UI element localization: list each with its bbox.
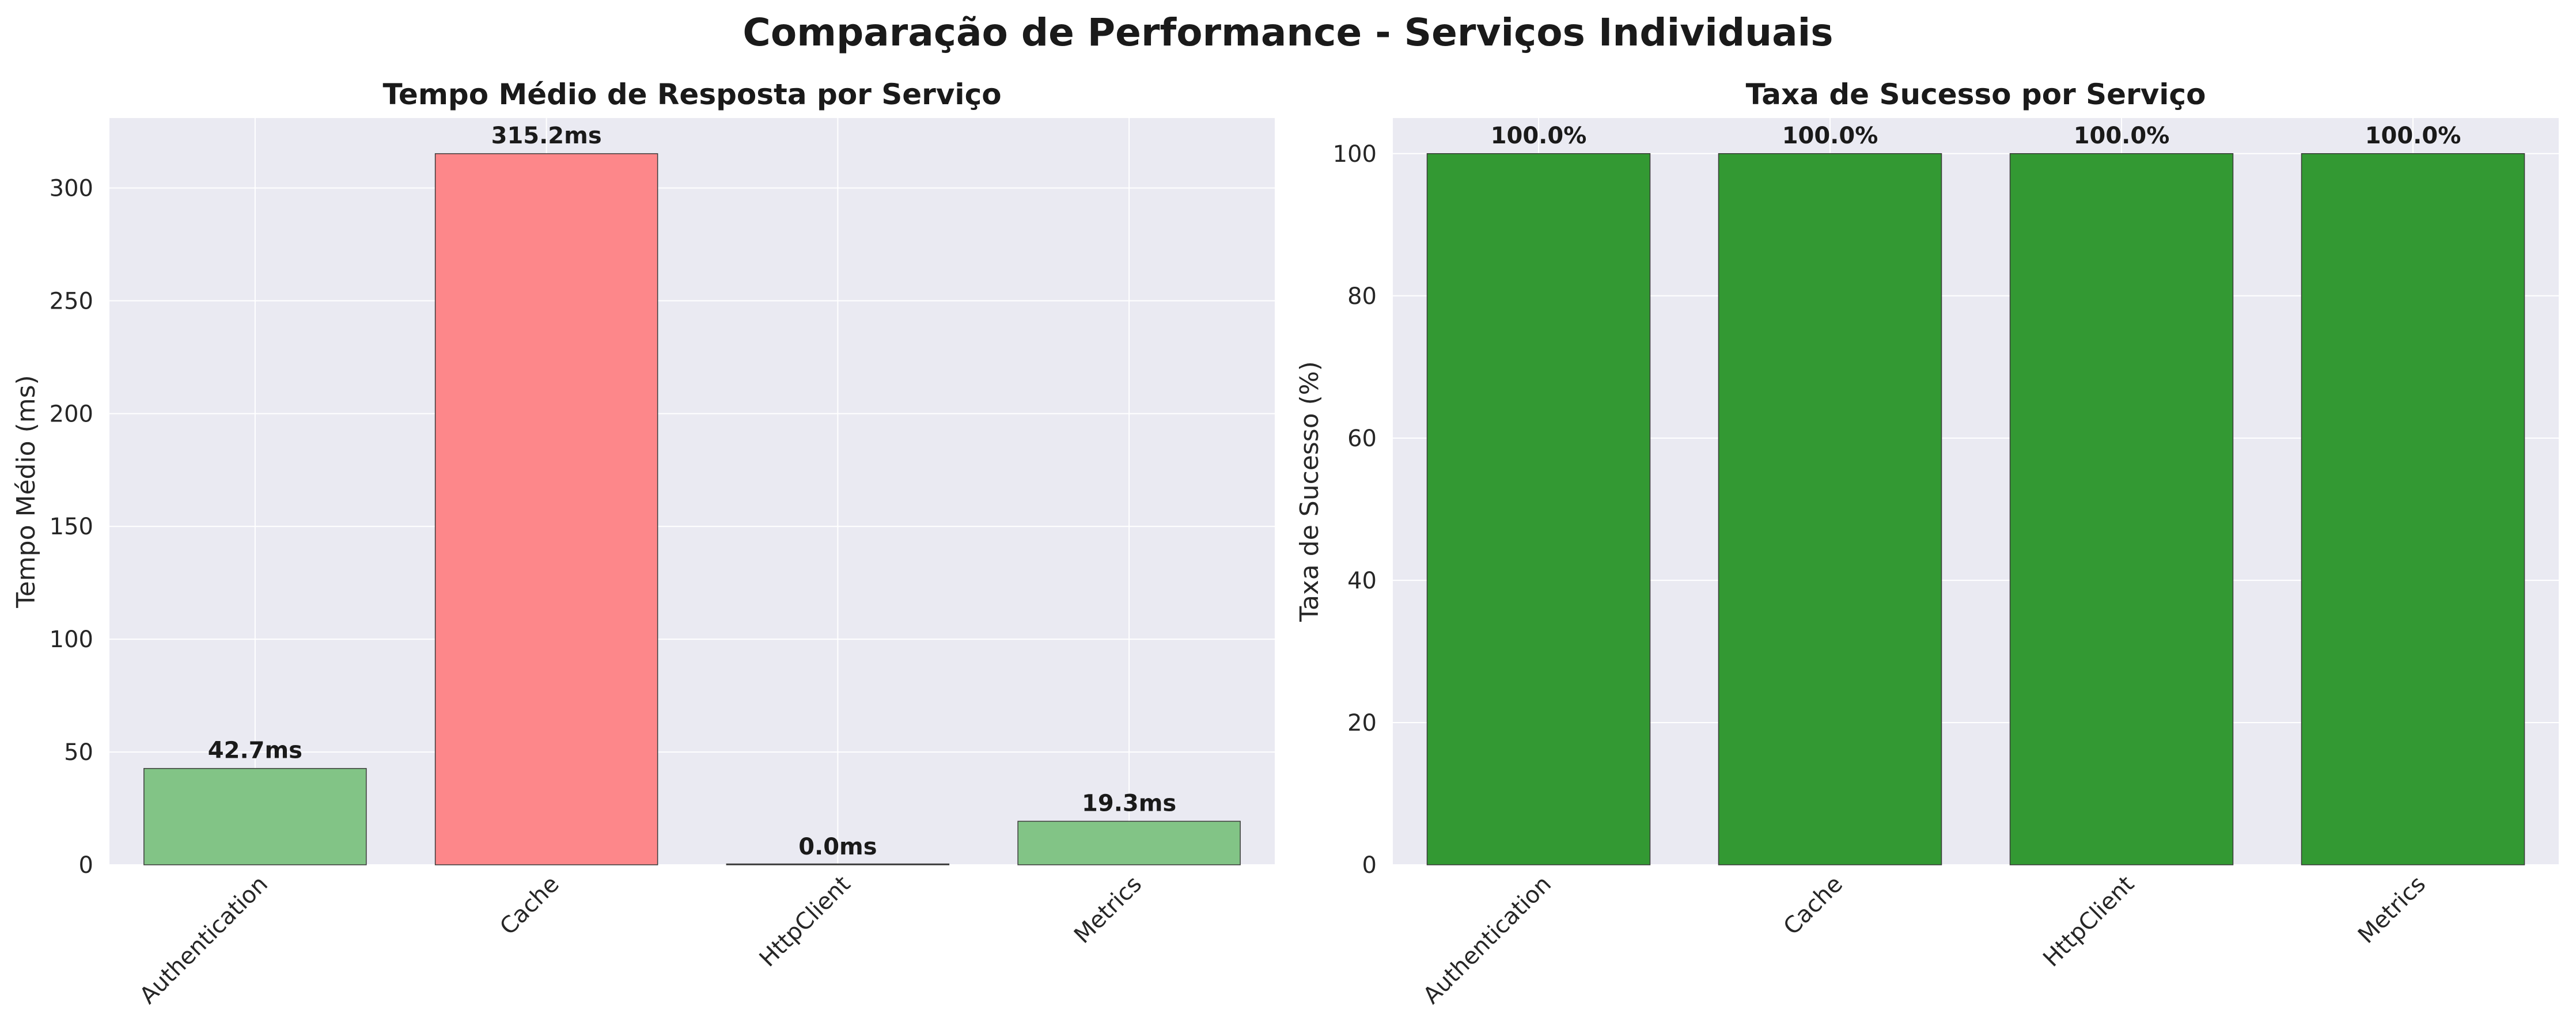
x-tick-label: Cache bbox=[1779, 871, 1848, 940]
bar-cache bbox=[1718, 153, 1942, 865]
data-label: 0.0ms bbox=[798, 834, 877, 860]
data-label: 100.0% bbox=[2365, 123, 2461, 149]
figure-title: Comparação de Performance - Serviços Ind… bbox=[743, 10, 1833, 55]
x-tick-label: Metrics bbox=[1069, 871, 1147, 949]
bar-authentication bbox=[143, 768, 367, 865]
x-tick-label: Cache bbox=[495, 871, 564, 940]
panel-title: Taxa de Sucesso por Serviço bbox=[1746, 78, 2206, 111]
x-tick-label: Authentication bbox=[135, 871, 273, 1009]
panel-2: 0 20 40 60 80 100 100.0% 100.0% 100.0% 100.0% Auth… bbox=[1295, 78, 2559, 1009]
x-tick-label: Metrics bbox=[2353, 871, 2431, 949]
y-axis-label: Taxa de Sucesso (%) bbox=[1295, 361, 1324, 622]
data-label: 19.3ms bbox=[1082, 790, 1176, 816]
y-tick-label: 40 bbox=[1347, 568, 1377, 594]
panel-title: Tempo Médio de Resposta por Serviço bbox=[382, 78, 1001, 111]
y-tick-label: 0 bbox=[1362, 852, 1377, 879]
data-label: 100.0% bbox=[2074, 123, 2170, 149]
bar-httpclient bbox=[726, 863, 950, 865]
data-label: 100.0% bbox=[1782, 123, 1878, 149]
y-tick-label: 100 bbox=[1333, 141, 1377, 168]
data-label: 315.2ms bbox=[491, 123, 602, 149]
bar-metrics bbox=[1017, 820, 1241, 865]
y-tick-label: 300 bbox=[50, 175, 93, 202]
bar-authentication bbox=[1426, 153, 1651, 865]
y-tick-label: 0 bbox=[79, 852, 93, 879]
y-axis-label: Tempo Médio (ms) bbox=[12, 375, 41, 608]
y-tick-label: 100 bbox=[50, 626, 93, 653]
y-tick-label: 60 bbox=[1347, 425, 1377, 452]
plot-area bbox=[109, 118, 1275, 865]
y-tick-label: 50 bbox=[64, 739, 93, 766]
bar-cache bbox=[434, 153, 658, 865]
y-tick-label: 250 bbox=[50, 288, 93, 314]
y-tick-label: 20 bbox=[1347, 710, 1377, 736]
y-tick-label: 150 bbox=[50, 514, 93, 540]
bar-metrics bbox=[2301, 153, 2525, 865]
x-tick-label: HttpClient bbox=[755, 871, 856, 972]
panel-1: 0 50 100 150 200 250 300 42.7ms 315.2ms 0.0ms 19.3… bbox=[12, 78, 1275, 1009]
x-tick-label: HttpClient bbox=[2038, 871, 2139, 972]
y-tick-label: 200 bbox=[50, 401, 93, 427]
bar-httpclient bbox=[2009, 153, 2234, 865]
y-tick-label: 80 bbox=[1347, 283, 1377, 310]
data-label: 42.7ms bbox=[208, 738, 302, 764]
x-tick-label: Authentication bbox=[1418, 871, 1556, 1009]
data-label: 100.0% bbox=[1491, 123, 1587, 149]
